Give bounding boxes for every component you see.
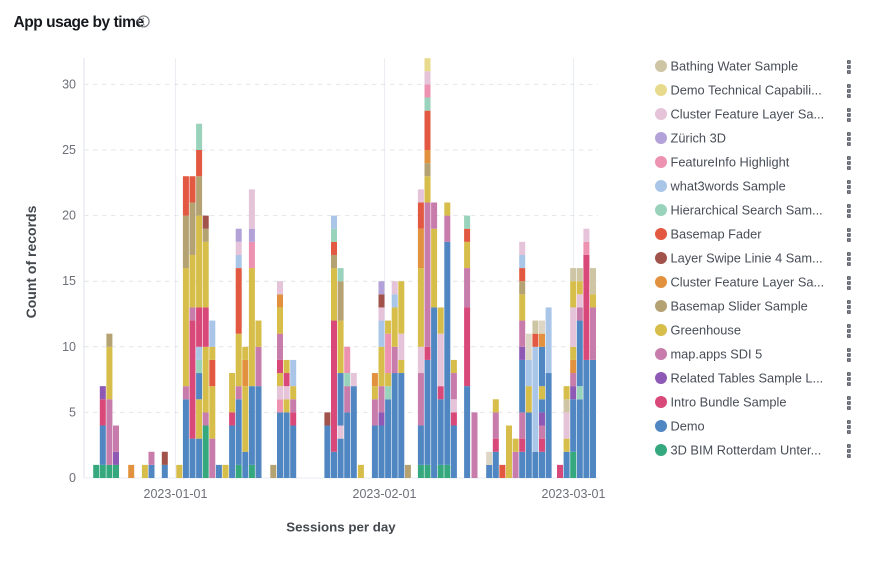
svg-text:2023-02-01: 2023-02-01	[353, 487, 417, 501]
svg-text:30: 30	[62, 77, 76, 91]
svg-text:Basemap Fader: Basemap Fader	[671, 227, 763, 242]
svg-text:Demo Technical Capabili...: Demo Technical Capabili...	[671, 83, 822, 98]
svg-text:what3words Sample: what3words Sample	[670, 179, 786, 194]
svg-text:Demo: Demo	[671, 419, 705, 434]
svg-text:Zürich 3D: Zürich 3D	[671, 131, 726, 146]
svg-text:Cluster Feature Layer Sa...: Cluster Feature Layer Sa...	[671, 275, 825, 290]
svg-text:Basemap Slider Sample: Basemap Slider Sample	[671, 299, 808, 314]
svg-text:2023-01-01: 2023-01-01	[144, 487, 208, 501]
svg-text:Hierarchical Search Sam...: Hierarchical Search Sam...	[671, 203, 823, 218]
svg-text:Sessions per day: Sessions per day	[286, 520, 396, 535]
svg-text:FeatureInfo Highlight: FeatureInfo Highlight	[671, 155, 790, 170]
svg-text:5: 5	[69, 405, 76, 419]
svg-text:15: 15	[62, 274, 76, 288]
svg-text:25: 25	[62, 143, 76, 157]
svg-text:Intro Bundle Sample: Intro Bundle Sample	[671, 395, 787, 410]
svg-text:Layer Swipe Linie 4 Sam...: Layer Swipe Linie 4 Sam...	[671, 251, 823, 266]
svg-text:App usage by time: App usage by time	[14, 14, 145, 31]
svg-text:map.apps SDI 5: map.apps SDI 5	[671, 347, 763, 362]
svg-text:Related Tables Sample L...: Related Tables Sample L...	[671, 371, 824, 386]
svg-text:10: 10	[62, 340, 76, 354]
svg-text:Greenhouse: Greenhouse	[671, 323, 741, 338]
svg-text:Bathing Water Sample: Bathing Water Sample	[671, 59, 799, 74]
svg-text:Count of records: Count of records	[23, 205, 39, 318]
svg-text:3D BIM Rotterdam Unter...: 3D BIM Rotterdam Unter...	[671, 443, 822, 458]
svg-text:Cluster Feature Layer Sa...: Cluster Feature Layer Sa...	[671, 107, 825, 122]
svg-text:20: 20	[62, 209, 76, 223]
svg-text:2023-03-01: 2023-03-01	[542, 487, 606, 501]
svg-text:0: 0	[69, 471, 76, 485]
